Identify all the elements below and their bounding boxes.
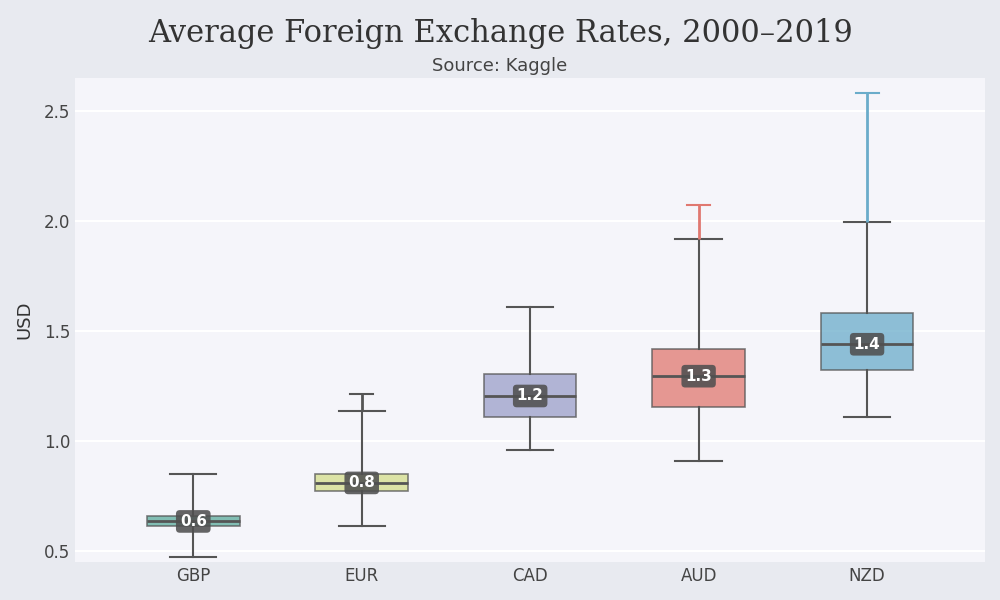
Text: 0.8: 0.8 — [348, 475, 375, 490]
PathPatch shape — [821, 313, 913, 370]
Text: 1.2: 1.2 — [517, 388, 544, 403]
PathPatch shape — [484, 374, 576, 417]
PathPatch shape — [652, 349, 745, 407]
Y-axis label: USD: USD — [15, 301, 33, 340]
Text: 1.3: 1.3 — [685, 368, 712, 383]
Text: 0.6: 0.6 — [180, 514, 207, 529]
Text: Source: Kaggle: Source: Kaggle — [432, 57, 568, 75]
Text: 1.4: 1.4 — [854, 337, 880, 352]
PathPatch shape — [147, 516, 240, 526]
Text: Average Foreign Exchange Rates, 2000–2019: Average Foreign Exchange Rates, 2000–201… — [148, 18, 852, 49]
PathPatch shape — [315, 474, 408, 491]
